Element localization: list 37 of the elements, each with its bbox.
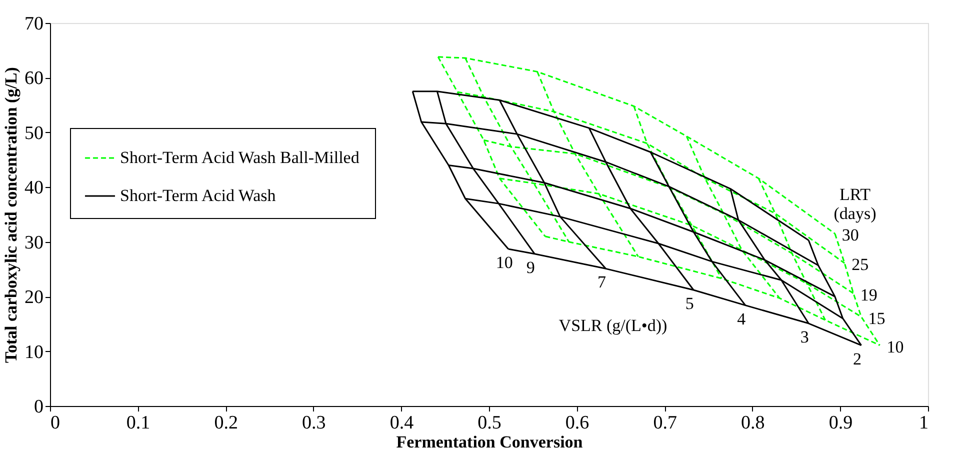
y-tick-label: 30 xyxy=(24,232,44,254)
annotation: LRT (days) xyxy=(834,185,876,223)
x-tick-label: 0.7 xyxy=(653,412,677,434)
x-tick-label: 0.3 xyxy=(302,412,326,434)
y-tick-label: 40 xyxy=(24,178,44,199)
y-tick-label: 20 xyxy=(24,287,44,308)
annotation: VSLR (g/(L•d)) xyxy=(558,316,668,335)
annotation: 4 xyxy=(737,309,746,328)
x-tick-label: 0.6 xyxy=(565,412,590,434)
x-tick-label: 0.5 xyxy=(478,412,502,434)
annotation: 25 xyxy=(852,255,869,274)
annotation: 5 xyxy=(685,294,694,314)
annotation: 30 xyxy=(842,226,859,245)
y-tick-label: 0 xyxy=(34,396,44,418)
y-tick-label: 70 xyxy=(24,14,44,34)
annotation: 19 xyxy=(860,285,878,304)
annotation: 10 xyxy=(496,252,513,272)
y-tick-label: 10 xyxy=(24,342,44,363)
x-tick-label: 0.2 xyxy=(214,412,238,434)
x-tick-label: 0.1 xyxy=(126,412,150,434)
x-tick-label: 0.4 xyxy=(390,412,414,434)
legend-label: Short-Term Acid Wash Ball-Milled xyxy=(120,148,360,167)
annotation: 9 xyxy=(526,258,535,277)
x-tick-label: 0.8 xyxy=(741,412,765,434)
annotation: 2 xyxy=(853,349,862,368)
x-tick-label: 0 xyxy=(50,412,60,434)
x-axis-title: Fermentation Conversion xyxy=(396,432,584,452)
annotation: 3 xyxy=(800,327,809,346)
annotation: 15 xyxy=(868,308,886,328)
annotation: 7 xyxy=(598,272,607,292)
annotation: 10 xyxy=(886,337,904,356)
legend-label: Short-Term Acid Wash xyxy=(120,186,276,205)
y-tick-label: 60 xyxy=(24,68,44,90)
x-tick-label: 0.9 xyxy=(828,412,853,434)
y-tick-label: 50 xyxy=(24,122,44,144)
y-axis-title: Total carboxylic acid concentration (g/L) xyxy=(2,67,20,363)
x-tick-label: 1 xyxy=(919,412,928,434)
